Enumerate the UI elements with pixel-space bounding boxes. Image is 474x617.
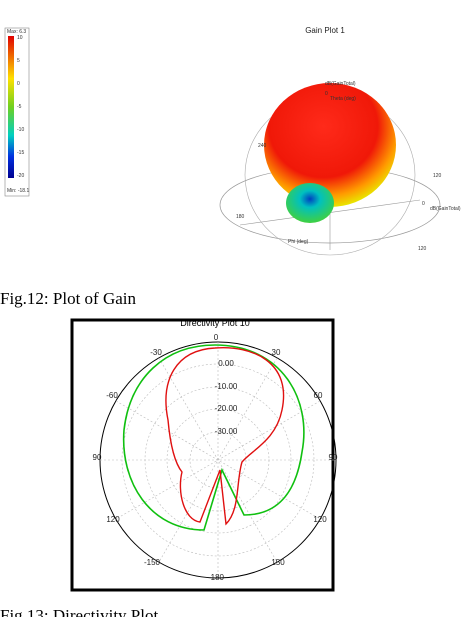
red-curve — [165, 346, 285, 526]
legend-footer: Min: -18.1 — [7, 188, 29, 194]
radial-label: -20.00 — [215, 404, 238, 413]
legend-tick: 10 — [17, 35, 23, 41]
angle-label: 90 — [93, 453, 102, 462]
radial-label: -30.00 — [215, 427, 238, 436]
angle-label: 60 — [314, 391, 323, 400]
gain-label: dB(GainTotal) — [325, 81, 356, 87]
gain-pattern — [264, 83, 396, 207]
caption: Fig.12: Plot of Gain — [0, 289, 137, 308]
gain-label: Theta (deg) — [330, 96, 356, 102]
angle-label: 0 — [214, 333, 219, 342]
color-bar — [8, 36, 14, 178]
angle-label: 150 — [271, 558, 285, 567]
angle-label: 30 — [272, 348, 281, 357]
gain-title: Gain Plot 1 — [305, 26, 345, 35]
gain-label: 120 — [433, 173, 442, 179]
legend-tick: 0 — [17, 81, 20, 87]
angle-label: -150 — [144, 558, 161, 567]
radial-label: -10.00 — [215, 382, 238, 391]
plot-frame — [70, 318, 335, 592]
gain-label: dB(GainTotal) — [430, 206, 461, 212]
gain-label: 0 — [325, 91, 328, 97]
angle-label: 120 — [313, 515, 327, 524]
caption: Fig.13: Directivity Plot — [0, 606, 158, 617]
angle-label: -30 — [150, 348, 162, 357]
gain-label: 0 — [422, 201, 425, 207]
gain-label: Phi (deg) — [288, 239, 309, 245]
angle-label: 120 — [106, 515, 120, 524]
gain-lobe — [286, 183, 334, 223]
gain-label: 120 — [418, 246, 427, 252]
directivity-title: Directivity Plot 10 — [180, 318, 250, 328]
legend-tick: -5 — [17, 104, 22, 110]
legend-tick: 5 — [17, 58, 20, 64]
radial-label: 0.00 — [218, 359, 234, 368]
polar-spoke — [115, 400, 321, 520]
legend-title: Max: 6.3 — [7, 29, 26, 35]
gain-label: 180 — [236, 214, 245, 220]
angle-label: -60 — [106, 391, 118, 400]
legend-tick: -15 — [17, 150, 24, 156]
green-curve — [122, 344, 305, 531]
gain-label: 240 — [258, 143, 267, 149]
angle-label: 90 — [329, 453, 338, 462]
legend-tick: -10 — [17, 127, 24, 133]
angle-label: -180 — [208, 573, 225, 582]
legend-tick: -20 — [17, 173, 24, 179]
